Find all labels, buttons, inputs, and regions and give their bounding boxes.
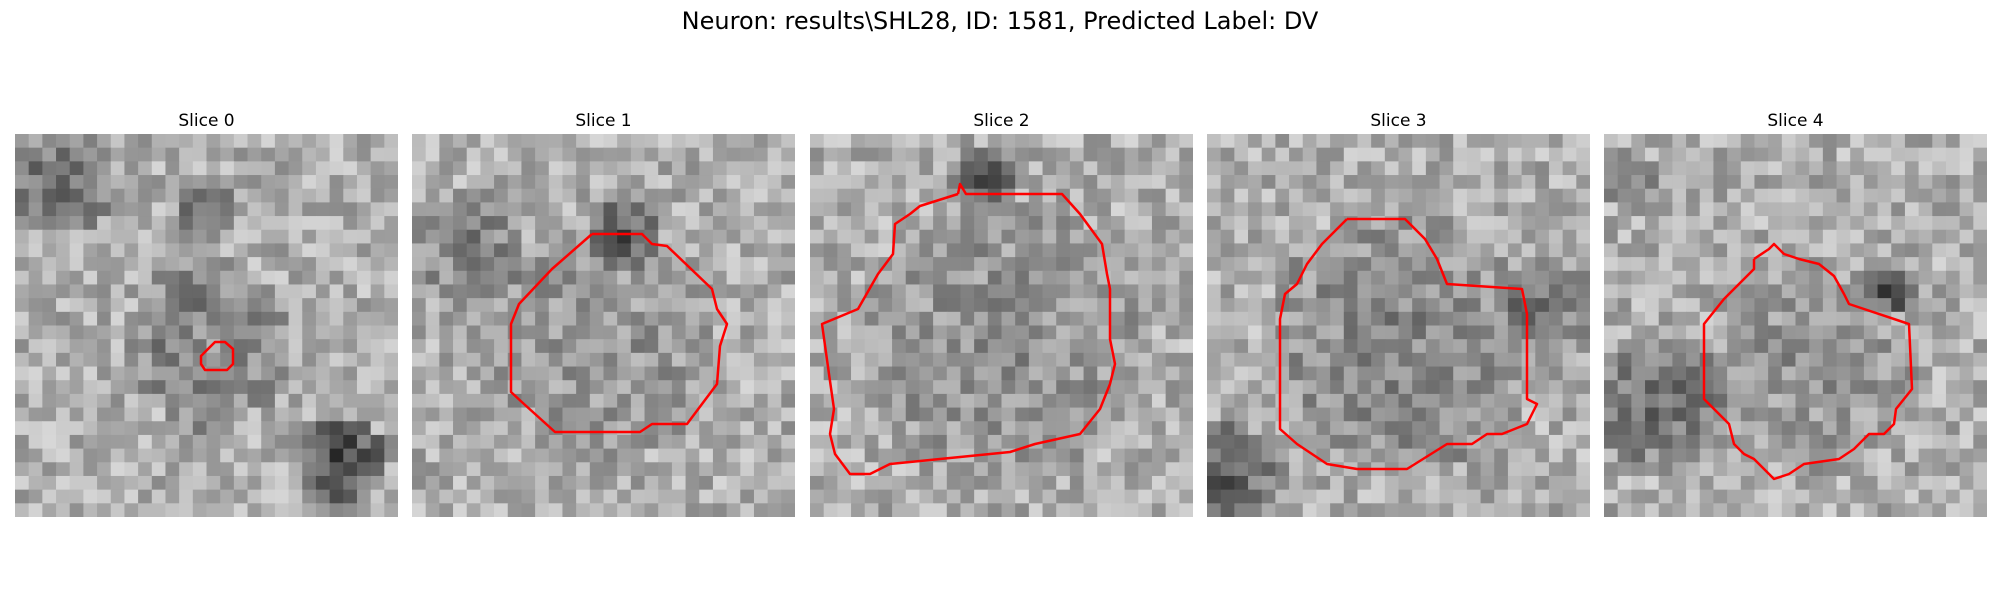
slice-panel-2: Slice 2 xyxy=(810,108,1193,517)
grayscale-pixels-2 xyxy=(810,134,1193,517)
slice-image-3 xyxy=(1207,134,1590,517)
slice-image-4 xyxy=(1604,134,1987,517)
grayscale-pixels-4 xyxy=(1604,134,1987,517)
grayscale-pixels-3 xyxy=(1207,134,1590,517)
segmentation-contour-3 xyxy=(1278,217,1539,471)
slice-panel-4: Slice 4 xyxy=(1604,108,1987,517)
segmentation-contour-2 xyxy=(820,182,1117,476)
slice-image-1 xyxy=(412,134,795,517)
grayscale-pixels-0 xyxy=(15,134,398,517)
grayscale-pixels-1 xyxy=(412,134,795,517)
segmentation-contour-0 xyxy=(199,340,235,372)
slice-title-4: Slice 4 xyxy=(1767,111,1824,131)
slice-image-0 xyxy=(15,134,398,517)
segmentation-contour-1 xyxy=(509,232,729,434)
figure-title: Neuron: results\SHL28, ID: 1581, Predict… xyxy=(681,7,1319,35)
slice-title-1: Slice 1 xyxy=(575,111,632,131)
slice-panel-3: Slice 3 xyxy=(1207,108,1590,517)
slice-panel-1: Slice 1 xyxy=(412,108,795,517)
slice-image-2 xyxy=(810,134,1193,517)
slice-title-3: Slice 3 xyxy=(1370,111,1427,131)
slice-title-0: Slice 0 xyxy=(178,111,235,131)
segmentation-contour-4 xyxy=(1702,242,1914,481)
slice-panel-0: Slice 0 xyxy=(15,108,398,517)
slice-title-2: Slice 2 xyxy=(973,111,1030,131)
